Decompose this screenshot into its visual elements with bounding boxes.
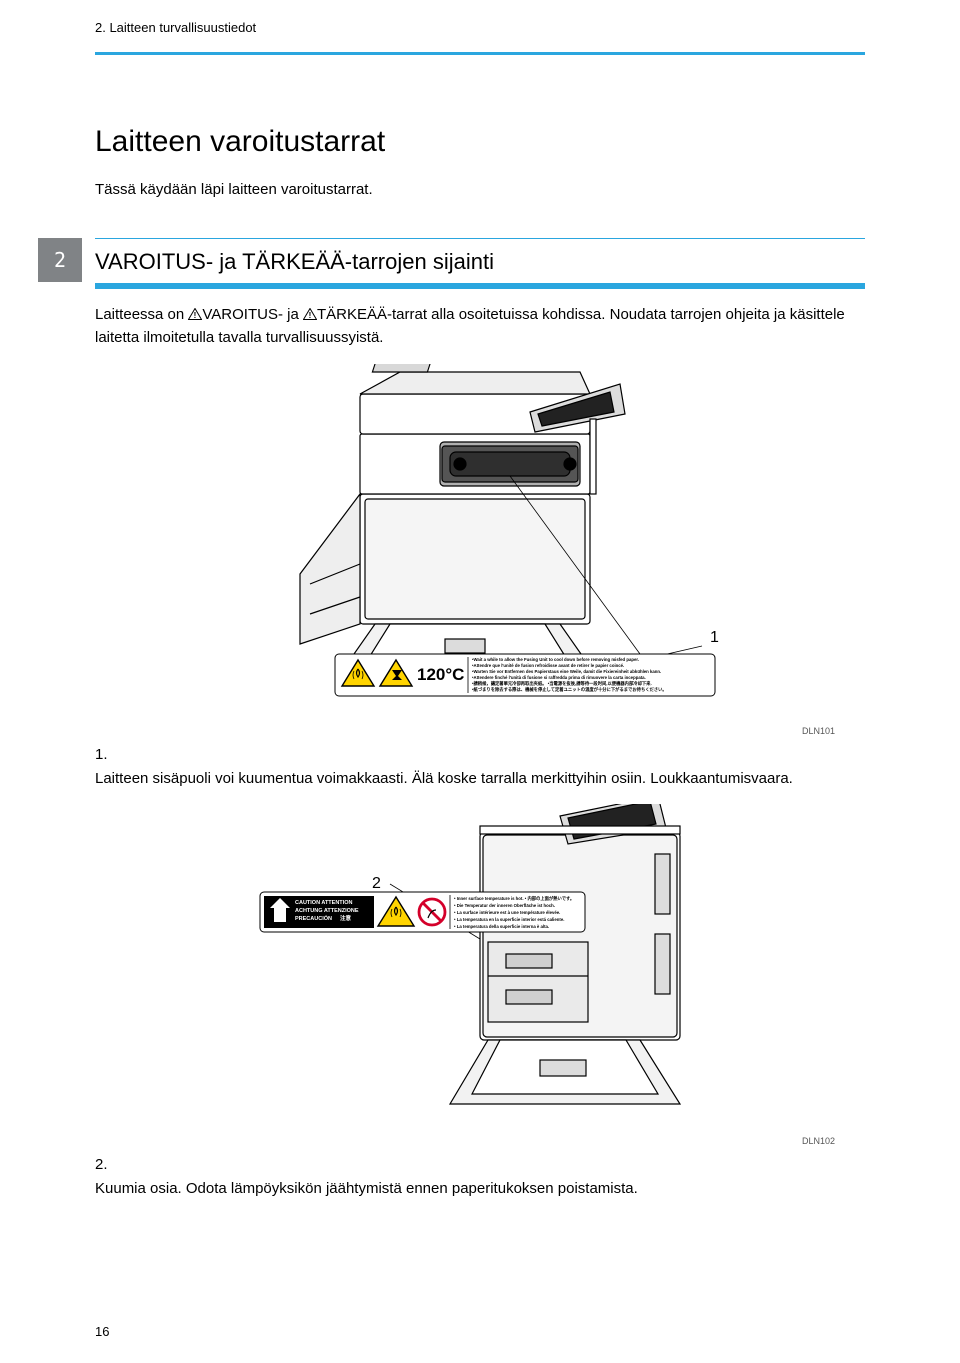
warning-label-120c: 120°C •Wait a while to allow the Fusing …: [335, 654, 715, 696]
figure1-callout: 1: [710, 629, 719, 646]
body-warn1: VAROITUS- ja: [202, 306, 303, 323]
svg-text:•Warten Sie vor Entfernen des: •Warten Sie vor Entfernen des Papierstau…: [472, 669, 661, 674]
svg-text:•Attendre que l'unité de fusio: •Attendre que l'unité de fusion refroidi…: [472, 663, 624, 668]
section-heading: VAROITUS- ja TÄRKEÄÄ-tarrojen sijainti: [95, 241, 865, 279]
warning-triangle-icon: !: [303, 308, 317, 320]
svg-text:ACHTUNG ATTENZIONE: ACHTUNG ATTENZIONE: [295, 908, 359, 914]
svg-text:• La temperatura della superfi: • La temperatura della superficie intern…: [454, 924, 549, 929]
body-paragraph: Laitteessa on !VAROITUS- ja !TÄRKEÄÄ-tar…: [95, 303, 865, 350]
svg-text:•紙づまりを除去する際は、機械を停止して定着ユニットの温度が: •紙づまりを除去する際は、機械を停止して定着ユニットの温度が十分に下がるまでお待…: [472, 686, 667, 693]
svg-text:CAUTION ATTENTION: CAUTION ATTENTION: [295, 900, 352, 906]
svg-text:• Die Temperatur der inneren O: • Die Temperatur der inneren Oberfläche …: [454, 903, 555, 908]
item2-text: Kuumia osia. Odota lämpöyksikön jäähtymi…: [95, 1177, 865, 1200]
item1-text: Laitteen sisäpuoli voi kuumentua voimakk…: [95, 767, 865, 790]
svg-text:•Attendere finché l'unità di f: •Attendere finché l'unità di fusione si …: [472, 675, 646, 680]
page-header: 2. Laitteen turvallisuustiedot: [95, 20, 865, 50]
svg-text:•Wait a while to allow the Fus: •Wait a while to allow the Fusing Unit t…: [472, 657, 639, 662]
svg-text:• Inner surface temperature is: • Inner surface temperature is hot. • 内部…: [454, 895, 574, 902]
svg-text:!: !: [309, 311, 312, 320]
section-heading-row: 2 VAROITUS- ja TÄRKEÄÄ-tarrojen sijainti: [38, 238, 865, 289]
figure2-callout: 2: [372, 875, 381, 892]
svg-text:!: !: [194, 311, 197, 320]
figure2-caption: DLN102: [95, 1136, 865, 1146]
svg-text:注意: 注意: [340, 914, 352, 922]
item1-number: 1.: [95, 746, 865, 763]
caution-label: CAUTION ATTENTION ACHTUNG ATTENZIONE PRE…: [260, 892, 585, 932]
svg-text:• La surface intérieure est à: • La surface intérieure est à une tempér…: [454, 910, 560, 915]
svg-text:•請稍候，讓定著單元冷卻再取出夾紙。 •当電源を抜後,請等: •請稍候，讓定著單元冷卻再取出夾紙。 •当電源を抜後,請等待一段时间,以便機器内…: [472, 680, 652, 687]
chapter-tab: 2: [38, 238, 82, 282]
figure1-caption: DLN101: [95, 726, 865, 736]
figure-2: 2: [95, 804, 865, 1146]
body-part1: Laitteessa on: [95, 306, 188, 323]
printer-side-tray-illustration: 2: [210, 804, 750, 1134]
page-number: 16: [95, 1324, 109, 1339]
svg-text:PRECAUCIÓN: PRECAUCIÓN: [295, 914, 332, 922]
section-rule-bottom: [95, 283, 865, 289]
label-temp: 120°C: [417, 665, 464, 684]
chapter-label: 2. Laitteen turvallisuustiedot: [95, 20, 865, 35]
svg-text:• La temperatura en la superfi: • La temperatura en la superficie interi…: [454, 917, 564, 922]
page-title: Laitteen varoitustarrat: [95, 125, 865, 159]
figure-1: 1 120°C •Wait a while to allow the Fusin…: [95, 364, 865, 736]
item2-number: 2.: [95, 1156, 865, 1173]
printer-front-open-illustration: 1 120°C •Wait a while to allow the Fusin…: [210, 364, 750, 724]
header-rule: [95, 52, 865, 55]
warning-triangle-icon: !: [188, 308, 202, 320]
intro-text: Tässä käydään läpi laitteen varoitustarr…: [95, 181, 865, 198]
section-heading-block: VAROITUS- ja TÄRKEÄÄ-tarrojen sijainti: [95, 238, 865, 289]
section-rule-top: [95, 238, 865, 239]
